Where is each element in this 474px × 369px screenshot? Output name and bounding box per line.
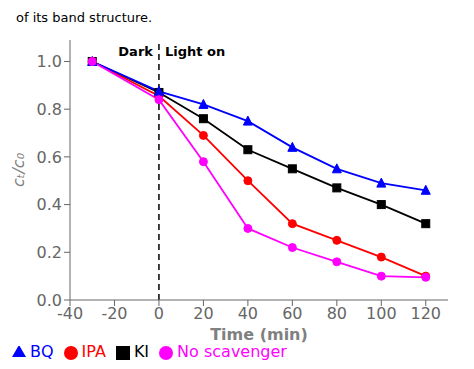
svg-text:120: 120 [410,304,441,323]
svg-text:20: 20 [193,304,213,323]
svg-text:40: 40 [238,304,258,323]
svg-text:60: 60 [282,304,302,323]
svg-text:0.2: 0.2 [37,243,62,262]
svg-text:-40: -40 [56,304,84,324]
svg-text:0.6: 0.6 [37,148,62,167]
svg-text:100: 100 [366,304,397,323]
svg-text:Dark: Dark [118,44,153,59]
html-text:BQ: BQ [30,342,54,361]
html-text:No scavenger: No scavenger [177,342,287,361]
svg-text:80: 80 [327,304,347,323]
svg-text:cₜ/c₀: cₜ/c₀ [9,152,28,187]
svg-text:Time (min): Time (min) [210,325,308,344]
svg-text:1.0: 1.0 [37,52,62,71]
html-text:KI: KI [133,342,150,361]
svg-text:0.0: 0.0 [37,291,62,310]
svg-text:0.4: 0.4 [37,195,62,214]
html-text:of its band structure.: of its band structure. [16,10,153,25]
svg-text:Light on: Light on [165,44,225,59]
svg-text:0: 0 [154,304,164,323]
svg-text:0.8: 0.8 [37,100,62,119]
svg-text:-20: -20 [101,304,127,323]
html-text:IPA: IPA [81,342,106,361]
